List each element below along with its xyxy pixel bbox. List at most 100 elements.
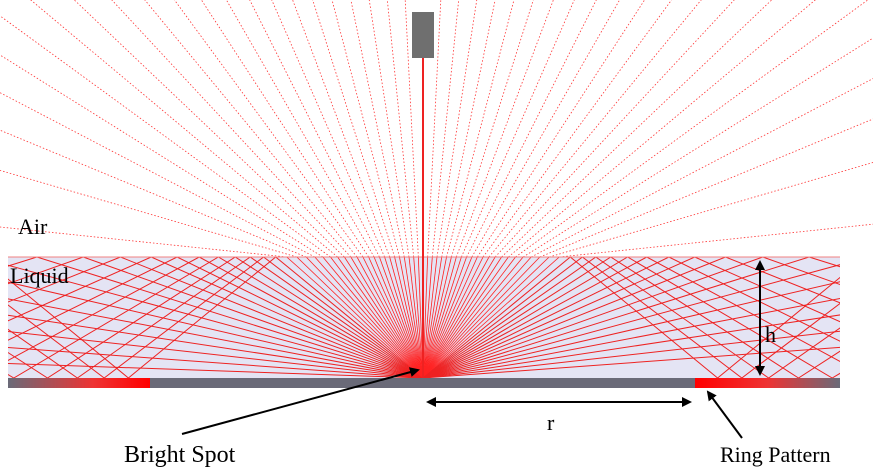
ray — [8, 347, 424, 378]
ray — [404, 0, 419, 257]
liquid-label: Liquid — [10, 263, 69, 288]
ray — [83, 257, 424, 378]
ray — [422, 257, 571, 378]
ray — [379, 257, 424, 378]
rays-air — [0, 0, 873, 257]
ray — [263, 257, 424, 378]
ray — [450, 0, 534, 257]
ray — [403, 257, 424, 378]
ray — [422, 257, 726, 378]
ray — [422, 257, 484, 378]
ray — [8, 257, 84, 285]
ray — [47, 257, 236, 378]
air-label: Air — [18, 214, 48, 239]
ray — [422, 257, 648, 378]
ray — [408, 257, 424, 378]
ray — [234, 257, 424, 378]
ray — [111, 0, 352, 257]
ray — [218, 257, 424, 378]
ray — [344, 257, 424, 378]
ray — [8, 304, 105, 378]
ray — [422, 257, 473, 378]
ray — [422, 257, 490, 378]
ray — [422, 257, 438, 378]
ray — [36, 257, 424, 378]
ray — [422, 264, 840, 378]
ray — [441, 0, 496, 257]
substrate — [8, 378, 840, 388]
ray — [422, 257, 478, 378]
laser-tube — [412, 12, 434, 58]
ray — [422, 257, 509, 378]
ray — [0, 54, 324, 257]
ray — [350, 0, 405, 257]
ray — [422, 257, 695, 378]
ray — [865, 257, 873, 378]
ray — [446, 0, 515, 257]
ray — [77, 257, 251, 378]
ray — [422, 257, 452, 378]
ray — [151, 257, 424, 378]
ray — [176, 257, 424, 378]
ray — [422, 257, 560, 378]
ray — [466, 0, 597, 257]
ray — [330, 257, 424, 378]
ray — [422, 257, 810, 378]
ray — [413, 257, 424, 378]
ray — [8, 298, 424, 378]
ray — [455, 0, 554, 257]
ray — [422, 257, 502, 378]
ray — [422, 257, 457, 378]
ray — [8, 314, 424, 378]
ray — [384, 257, 424, 378]
height-label: h — [765, 322, 776, 347]
ray — [422, 257, 496, 378]
ray — [422, 281, 840, 378]
ray — [422, 257, 670, 378]
ray — [422, 257, 763, 378]
ray — [8, 264, 424, 378]
ray — [422, 257, 443, 378]
ray — [422, 297, 840, 378]
ray — [362, 257, 424, 378]
ray — [422, 257, 550, 378]
ray — [356, 257, 424, 378]
ray — [331, 0, 400, 257]
ray — [312, 0, 396, 257]
ray — [422, 257, 532, 378]
ray — [322, 257, 424, 378]
radius-label: r — [547, 410, 555, 435]
rays-liquid — [8, 257, 873, 378]
ray — [225, 0, 375, 257]
ray — [314, 257, 424, 378]
ray — [427, 0, 442, 257]
ray — [422, 257, 467, 378]
ring-left — [8, 378, 150, 388]
ray — [8, 328, 78, 378]
ray — [292, 0, 391, 257]
ray — [8, 257, 152, 322]
ray — [694, 257, 840, 323]
ray — [305, 257, 424, 378]
ray — [120, 257, 424, 378]
ray — [539, 118, 873, 257]
ray — [103, 257, 264, 378]
ray — [668, 257, 840, 342]
ray — [394, 257, 424, 378]
ray — [422, 257, 462, 378]
ray — [494, 0, 735, 257]
ray — [368, 257, 424, 378]
ray — [30, 0, 338, 257]
ray — [249, 257, 424, 378]
ring-right — [695, 378, 840, 388]
ray — [128, 257, 277, 378]
ray — [8, 278, 129, 378]
ray — [8, 351, 48, 378]
ray — [0, 226, 287, 257]
ring-pattern-label: Ring Pattern — [720, 442, 831, 467]
ray — [422, 257, 628, 378]
ray — [337, 257, 424, 378]
ray — [725, 257, 840, 304]
ray — [422, 257, 447, 378]
